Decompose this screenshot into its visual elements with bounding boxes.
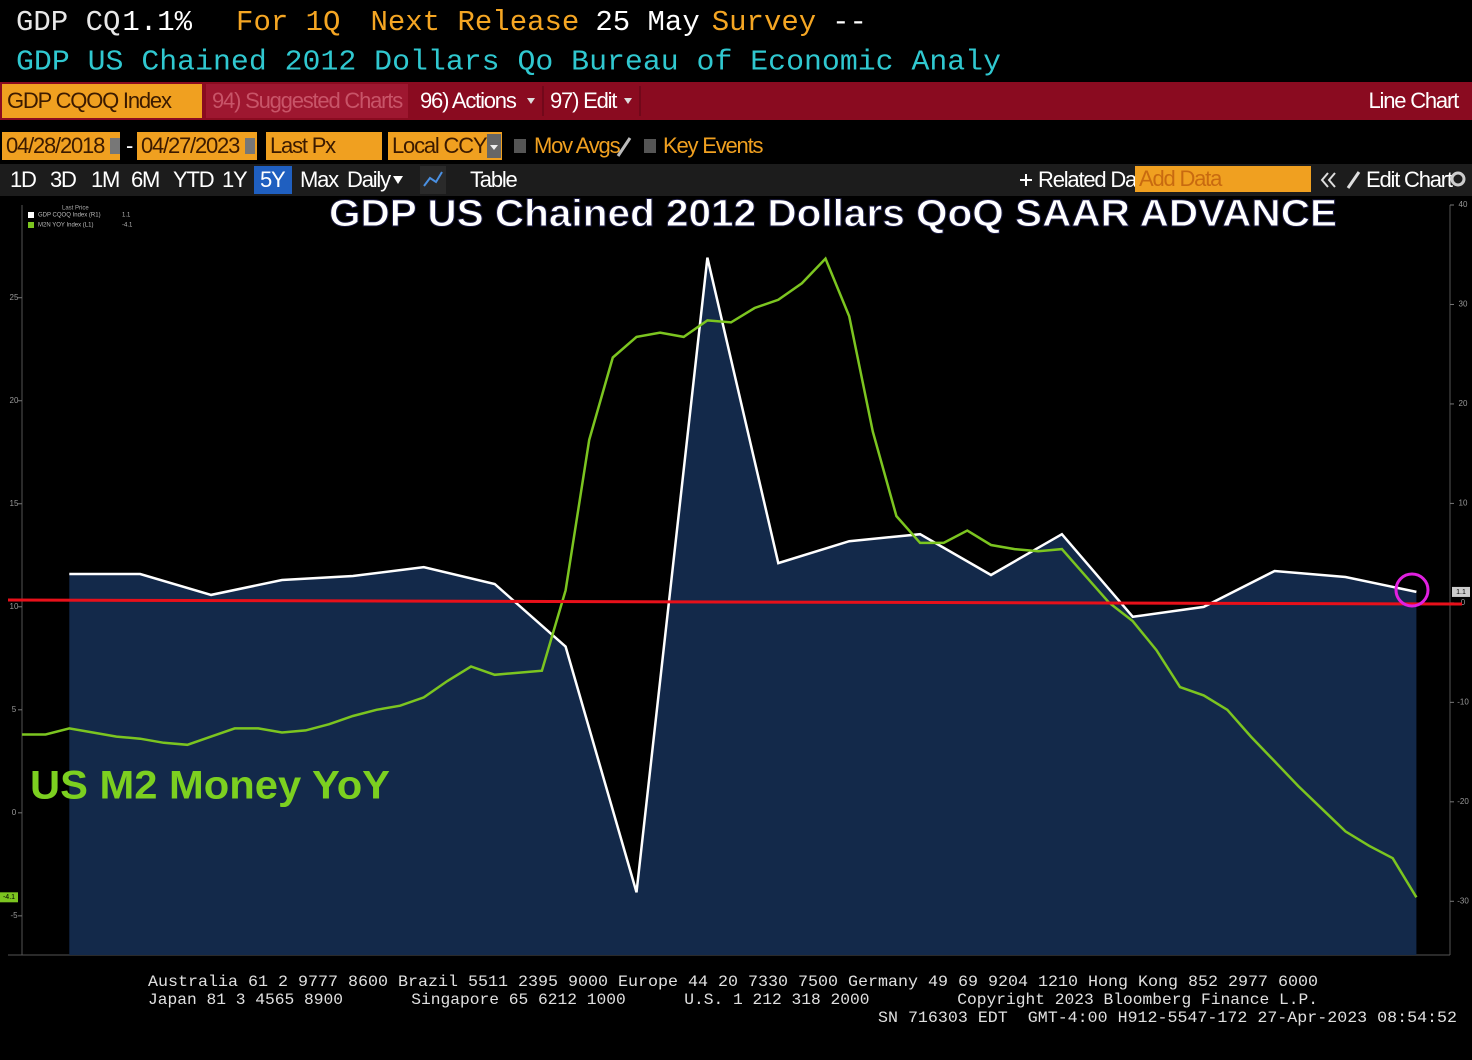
last-value-label: -4.1	[3, 894, 15, 901]
calendar-icon[interactable]	[110, 138, 120, 154]
series-line	[69, 257, 1417, 893]
y-tick-label: 20	[10, 396, 19, 405]
start-date[interactable]: 04/28/2018	[6, 133, 106, 158]
y-tick-label: 10	[10, 602, 19, 611]
period: For 1Q	[236, 6, 340, 39]
y2-tick-label: 10	[1459, 499, 1468, 508]
field[interactable]: Last Px	[270, 133, 337, 158]
range-button[interactable]: 5Y	[260, 167, 287, 192]
last-value-tag	[1452, 586, 1470, 597]
start-date-box[interactable]	[2, 132, 120, 160]
dropdown-arrow	[393, 176, 403, 184]
y2-tick-label: 20	[1459, 399, 1468, 408]
suggested-box[interactable]	[206, 84, 408, 118]
checkbox[interactable]	[644, 139, 656, 153]
edit-menu[interactable]: 97) Edit	[550, 88, 619, 113]
release-date: 25 May	[595, 6, 699, 39]
settings-icon[interactable]	[1450, 171, 1466, 187]
footer-line: SN 716303 EDT GMT-4:00 H912-5547-172 27-…	[878, 1009, 1457, 1027]
chart-type[interactable]: Line Chart	[1368, 88, 1460, 113]
range-button[interactable]: 1D	[10, 167, 37, 192]
range-button[interactable]: 6M	[131, 167, 160, 192]
survey-label: Survey	[712, 6, 816, 39]
collapse-icon	[1327, 172, 1336, 188]
annotation: US M2 Money YoY	[30, 764, 390, 808]
dropdown-arrow	[624, 98, 632, 104]
dropdown-arrow	[490, 145, 498, 150]
y-tick-label: -5	[10, 911, 18, 920]
y2-tick-label: 30	[1459, 300, 1468, 309]
footer-line: Japan 81 3 4565 8900 Singapore 65 6212 1…	[148, 991, 1318, 1009]
chart-icon-line	[423, 171, 443, 187]
highlight-circle	[1394, 572, 1430, 608]
legend-value: 1.1	[122, 213, 131, 219]
end-date[interactable]: 04/27/2023	[141, 133, 241, 158]
y-tick-label: 15	[10, 499, 19, 508]
date-separator: -	[126, 133, 133, 158]
security[interactable]: GDP CQOQ Index	[7, 88, 173, 113]
y-tick-label: 5	[12, 705, 17, 714]
y2-tick-label: -20	[1457, 797, 1469, 806]
range-buttons: 1D 3D 1M 6M YTD 1Y 5Y Max	[10, 166, 340, 194]
header-line: GDP CQ1.1% For 1Q Next Release 25 May Survey…	[16, 6, 867, 39]
legend-swatch	[28, 212, 34, 218]
currency-box[interactable]	[388, 132, 502, 160]
release-label: Next Release	[370, 6, 579, 39]
end-date-box[interactable]	[137, 132, 257, 160]
y2-tick-label: -30	[1457, 896, 1469, 905]
ticker: GDP CQ	[16, 6, 120, 39]
chart-title: GDP US Chained 2012 Dollars QoQ SAAR ADV…	[329, 193, 1337, 235]
key-events[interactable]: Key Events	[663, 133, 765, 158]
pencil-icon[interactable]	[616, 137, 632, 157]
plot: -5 0 5 10 15 20 25 -30 -20 -10 0 10 20 30 40 Last Price…	[0, 200, 1470, 956]
y2-tick-label: 0	[1461, 598, 1466, 607]
range-button[interactable]: Max	[300, 167, 340, 192]
zero-annotation-line	[7, 598, 1463, 606]
suggested-charts[interactable]: 94) Suggested Charts	[212, 88, 404, 113]
collapse-icon[interactable]	[1320, 172, 1329, 188]
last-value: 1.1%	[122, 6, 192, 39]
currency[interactable]: Local CCY	[392, 133, 489, 158]
checkbox[interactable]	[514, 139, 526, 153]
y-tick-label: 0	[12, 808, 17, 817]
range-button[interactable]: 1Y	[222, 167, 249, 192]
dropdown-arrow	[527, 98, 535, 104]
security-box[interactable]	[2, 84, 202, 118]
survey-value: --	[832, 6, 867, 39]
legend-value: -4.1	[122, 223, 133, 229]
y-tick-label: 25	[10, 293, 19, 302]
edit-chart[interactable]: Edit Chart	[1366, 167, 1454, 192]
actions-menu[interactable]: 96) Actions	[420, 88, 518, 113]
series-line	[22, 256, 1418, 898]
legend-title: Last Price	[62, 206, 89, 212]
add-data-box[interactable]	[1135, 166, 1311, 192]
y2-tick-label: 40	[1459, 200, 1468, 209]
legend-swatch	[28, 222, 34, 228]
field-box[interactable]	[266, 132, 382, 160]
description: GDP US Chained 2012 Dollars Qo Bureau of…	[16, 46, 1001, 79]
legend-label: M2N YOY Index (L1)	[38, 223, 93, 229]
pencil-icon	[1346, 171, 1361, 189]
y2-tick-label: -10	[1457, 697, 1469, 706]
legend-label: GDP CQOQ Index (R1)	[38, 213, 101, 219]
calendar-icon[interactable]	[245, 138, 255, 154]
range-button[interactable]: YTD	[173, 167, 215, 192]
frequency[interactable]: Daily	[347, 167, 392, 192]
area-fill	[69, 257, 1417, 955]
range-button[interactable]: 3D	[50, 167, 77, 192]
last-value-tag	[0, 892, 18, 903]
mov-avgs[interactable]: Mov Avgs	[534, 133, 622, 158]
last-value-label: 1.1	[1456, 589, 1466, 596]
table-button[interactable]: Table	[470, 167, 519, 192]
add-data[interactable]: Add Data	[1139, 166, 1224, 191]
range-selected[interactable]	[254, 166, 292, 194]
footer-line: Australia 61 2 9777 8600 Brazil 5511 239…	[148, 973, 1318, 991]
range-button[interactable]: 1M	[91, 167, 120, 192]
related-data[interactable]: Related Dat	[1038, 167, 1143, 192]
